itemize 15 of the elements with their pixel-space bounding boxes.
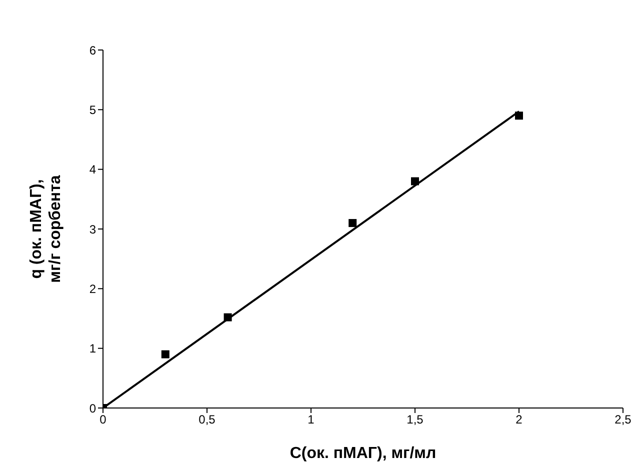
x-tick-label: 0	[100, 412, 107, 427]
y-tick-label: 0	[89, 401, 96, 416]
y-tick-label: 1	[89, 342, 96, 356]
x-axis-title: С(ок. пМАГ), мг/мл	[290, 445, 436, 462]
x-tick-label: 2,5	[614, 412, 632, 427]
y-tick-label: 3	[89, 222, 96, 236]
y-tick-label: 6	[89, 43, 96, 58]
x-tick-label: 0,5	[198, 412, 216, 427]
y-tick-label: 5	[89, 102, 96, 117]
y-tick-label: 2	[89, 282, 96, 296]
x-tick-label: 1,5	[406, 412, 424, 427]
x-tick-label: 2	[516, 412, 523, 427]
x-tick-label: 1	[308, 412, 315, 427]
y-tick-label: 4	[89, 162, 96, 177]
y-axis-title: q (ок. пМАГ), мг/г сорбента	[28, 175, 64, 283]
